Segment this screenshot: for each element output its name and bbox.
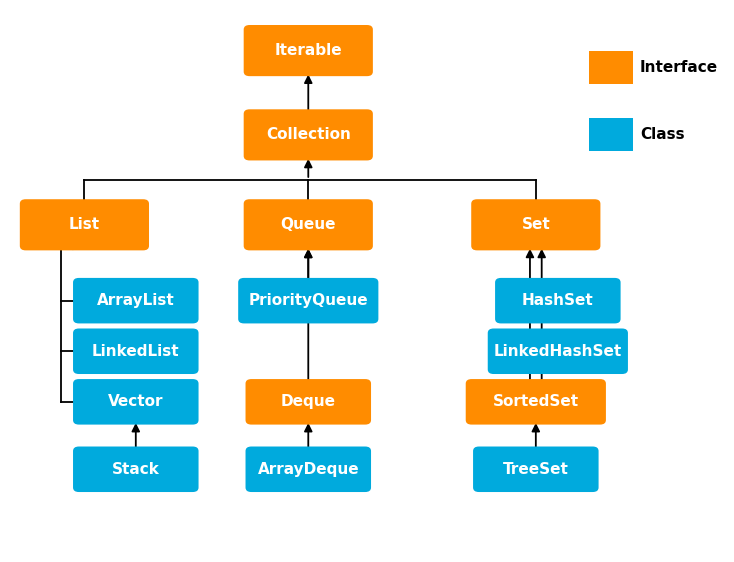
Text: Collection: Collection — [266, 128, 351, 142]
FancyBboxPatch shape — [73, 278, 198, 324]
Text: LinkedList: LinkedList — [92, 344, 180, 359]
FancyBboxPatch shape — [238, 278, 379, 324]
FancyBboxPatch shape — [20, 200, 149, 251]
FancyBboxPatch shape — [73, 328, 198, 374]
FancyBboxPatch shape — [495, 278, 620, 324]
Text: Iterable: Iterable — [275, 43, 342, 58]
Text: TreeSet: TreeSet — [503, 462, 569, 477]
FancyBboxPatch shape — [244, 25, 373, 76]
FancyBboxPatch shape — [589, 118, 633, 152]
Text: LinkedHashSet: LinkedHashSet — [494, 344, 622, 359]
Text: Queue: Queue — [280, 217, 336, 232]
FancyBboxPatch shape — [465, 379, 606, 425]
FancyBboxPatch shape — [473, 446, 598, 492]
Text: PriorityQueue: PriorityQueue — [249, 293, 368, 308]
FancyBboxPatch shape — [487, 328, 628, 374]
Text: Deque: Deque — [281, 395, 335, 409]
FancyBboxPatch shape — [73, 446, 198, 492]
Text: Stack: Stack — [112, 462, 160, 477]
FancyBboxPatch shape — [589, 51, 633, 84]
Text: Vector: Vector — [108, 395, 164, 409]
Text: ArrayDeque: ArrayDeque — [258, 462, 359, 477]
FancyBboxPatch shape — [245, 446, 371, 492]
Text: SortedSet: SortedSet — [493, 395, 579, 409]
Text: Class: Class — [640, 128, 685, 142]
Text: Interface: Interface — [640, 60, 718, 75]
FancyBboxPatch shape — [244, 200, 373, 251]
Text: Set: Set — [521, 217, 550, 232]
FancyBboxPatch shape — [73, 379, 198, 425]
Text: HashSet: HashSet — [522, 293, 594, 308]
FancyBboxPatch shape — [245, 379, 371, 425]
Text: List: List — [69, 217, 100, 232]
FancyBboxPatch shape — [471, 200, 600, 251]
FancyBboxPatch shape — [244, 110, 373, 161]
Text: ArrayList: ArrayList — [97, 293, 175, 308]
